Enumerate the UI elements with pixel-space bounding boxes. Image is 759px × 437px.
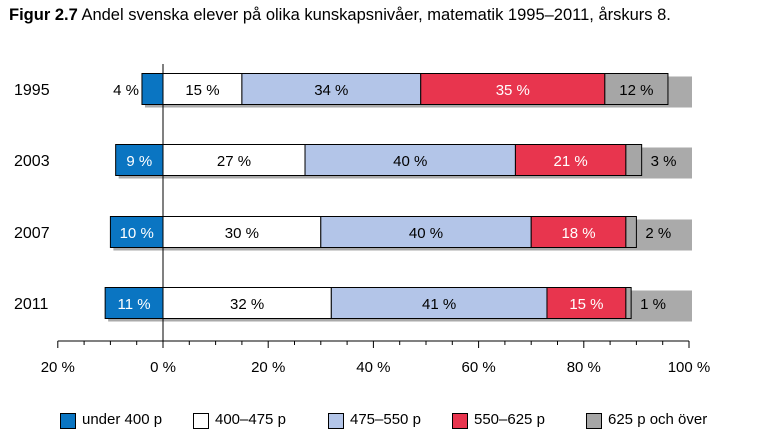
legend-swatch: [586, 413, 602, 429]
legend-label: 400–475 p: [215, 411, 286, 428]
data-label: 2 %: [645, 225, 671, 242]
bar-segment: [330, 287, 548, 319]
data-label: 40 %: [393, 153, 427, 170]
data-label: 32 %: [230, 296, 264, 313]
category-label: 2007: [14, 225, 50, 242]
bar-segment: [141, 73, 164, 105]
x-tick-label: 100 %: [668, 359, 711, 376]
data-label: 4 %: [113, 82, 139, 99]
x-tick-label: 0 %: [150, 359, 176, 376]
bar-segment: [546, 287, 627, 319]
data-label: 15 %: [569, 296, 603, 313]
bar-segment: [625, 287, 632, 319]
bar-segment: [530, 216, 627, 248]
bar-segment: [104, 287, 164, 319]
legend-label: 475–550 p: [350, 411, 421, 428]
data-label: 10 %: [120, 225, 154, 242]
chart-title: Figur 2.7 Andel svenska elever på olika …: [9, 6, 671, 25]
x-tick-label: 60 %: [461, 359, 495, 376]
bar-segment: [625, 144, 643, 176]
legend-label: 625 p och över: [608, 411, 708, 428]
bar-segment: [320, 216, 532, 248]
bar-segment: [162, 216, 322, 248]
bar-segment: [162, 73, 243, 105]
data-label: 41 %: [422, 296, 456, 313]
data-label: 3 %: [651, 153, 677, 170]
data-label: 15 %: [185, 82, 219, 99]
data-label: 30 %: [225, 225, 259, 242]
data-label: 18 %: [561, 225, 595, 242]
bar-segment: [625, 216, 637, 248]
data-label: 35 %: [496, 82, 530, 99]
bar-segment: [604, 73, 669, 105]
figure-caption: Andel svenska elever på olika kunskapsni…: [81, 6, 671, 24]
stacked-bar-chart: 1995 4 % 15 % 34 % 35 % 12 % 2003 9 % 27 % 40 % 21…: [14, 64, 711, 376]
bar-segment: [420, 73, 606, 105]
bar-segment: [514, 144, 627, 176]
x-tick-label: 20 %: [251, 359, 285, 376]
category-label: 2003: [14, 153, 50, 170]
legend-swatch: [193, 413, 209, 429]
data-label: 34 %: [314, 82, 348, 99]
legend-label: under 400 p: [82, 411, 163, 428]
figure-number: Figur 2.7: [9, 6, 78, 24]
data-label: 1 %: [640, 296, 666, 313]
data-label: 40 %: [409, 225, 443, 242]
bar-segment: [241, 73, 422, 105]
data-label: 9 %: [126, 153, 152, 170]
data-label: 21 %: [554, 153, 588, 170]
data-label: 12 %: [619, 82, 653, 99]
legend-swatch: [60, 413, 76, 429]
x-tick-label: 80 %: [567, 359, 601, 376]
x-tick-label: 20 %: [41, 359, 75, 376]
bar-segment: [162, 144, 306, 176]
legend-label: 550–625 p: [474, 411, 545, 428]
data-label: 11 %: [118, 296, 151, 313]
bar-segment: [162, 287, 332, 319]
category-label: 2011: [14, 296, 49, 313]
x-tick-label: 40 %: [356, 359, 390, 376]
legend-swatch: [328, 413, 344, 429]
data-label: 27 %: [217, 153, 251, 170]
category-label: 1995: [14, 82, 50, 99]
legend-swatch: [452, 413, 468, 429]
